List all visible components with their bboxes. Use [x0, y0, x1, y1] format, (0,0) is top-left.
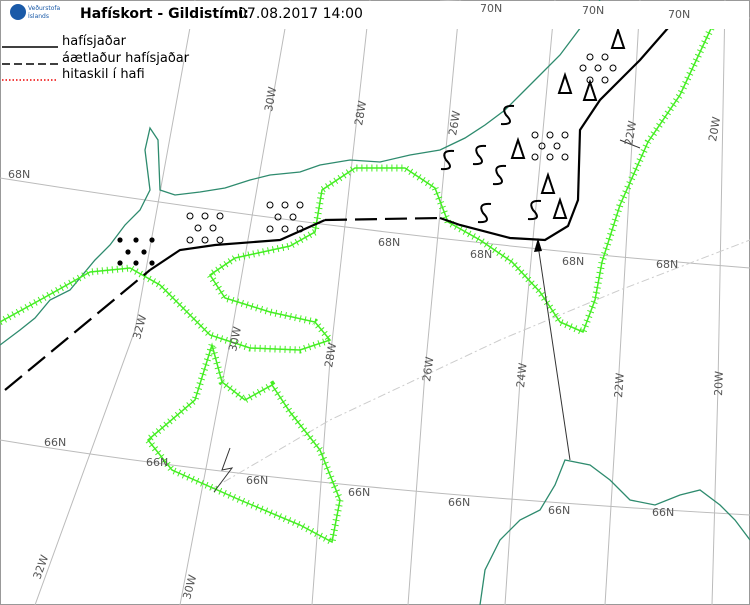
s-symbol: [527, 199, 542, 221]
filled-dot: [149, 260, 155, 266]
filled-dot: [125, 249, 131, 255]
open-circle: [531, 131, 539, 139]
ice-concentration-edge: [0, 18, 719, 548]
grid-label: 66N: [246, 474, 268, 487]
legend-label: hafísjaðar: [62, 34, 127, 49]
grid-label: 66N: [44, 436, 66, 449]
open-circle: [553, 142, 561, 150]
open-circle: [531, 153, 539, 161]
open-circle: [274, 213, 282, 221]
open-circle: [201, 236, 209, 244]
header: Veðurstofa Íslands Hafískort - Gildistím…: [1, 1, 749, 29]
grid-label: 26W: [420, 356, 436, 383]
open-circle: [579, 64, 587, 72]
grid-label: 68N: [8, 168, 30, 181]
open-circle: [289, 213, 297, 221]
grid-label: 68N: [470, 248, 492, 261]
grid-label: 66N: [348, 486, 370, 499]
legend-label: áætlaður hafísjaðar: [62, 51, 190, 66]
open-circle: [216, 236, 224, 244]
s-symbol: [500, 104, 515, 126]
open-circle: [586, 53, 594, 61]
grid-label: 70N: [480, 2, 502, 15]
open-circle: [266, 225, 274, 233]
grid-label: 22W: [612, 372, 627, 398]
grid-label: 66N: [652, 506, 674, 519]
filled-dot: [117, 237, 123, 243]
logo-text: Veðurstofa: [28, 5, 61, 12]
open-circle: [186, 236, 194, 244]
grid-label: 26W: [446, 110, 463, 137]
header-bg: [1, 1, 749, 29]
title: Hafískort - Gildistími:: [80, 6, 249, 22]
open-circle: [296, 201, 304, 209]
grid-label: 66N: [146, 456, 168, 469]
grid-label: 28W: [322, 342, 339, 369]
grid-label: 30W: [262, 86, 279, 113]
grid-label: 30W: [226, 325, 244, 352]
open-circle: [266, 201, 274, 209]
grid-label: 20W: [712, 371, 726, 396]
triangle: [610, 26, 626, 49]
open-circle: [538, 142, 546, 150]
triangle: [552, 196, 568, 219]
logo-text: Íslands: [28, 13, 49, 20]
s-symbol: [492, 164, 507, 186]
open-circle: [601, 53, 609, 61]
open-circle: [609, 64, 617, 72]
filled-dot: [141, 249, 147, 255]
open-circle: [186, 212, 194, 220]
grid-label: 28W: [352, 100, 369, 127]
logo-icon: [10, 4, 26, 20]
open-circle: [281, 225, 289, 233]
grid-label: 20W: [706, 116, 723, 143]
grid-label: 66N: [548, 504, 570, 517]
valid-time: 07.08.2017 14:00: [238, 6, 363, 22]
grid-label: 66N: [448, 496, 470, 509]
legend: hafísjaðar áætlaður hafísjaðar hitaskil …: [2, 34, 190, 82]
grid-label: 24W: [514, 362, 530, 388]
filled-dot: [149, 237, 155, 243]
open-circle: [594, 64, 602, 72]
triangle: [510, 136, 526, 159]
open-circle: [561, 153, 569, 161]
grid-label: 32W: [130, 313, 149, 341]
triangle: [540, 171, 556, 194]
grid-label: 68N: [656, 258, 678, 271]
legend-label: hitaskil í hafi: [62, 67, 145, 82]
grid-label: 70N: [582, 4, 604, 17]
grid-labels: 70N 70N 70N 68N 68N 68N 68N 68N 66N 66N 66N 66N 66N 6…: [8, 2, 726, 601]
open-circle: [209, 224, 217, 232]
open-circle: [601, 76, 609, 84]
triangle: [582, 78, 598, 101]
open-circle: [201, 212, 209, 220]
ice-symbols: [117, 26, 626, 266]
grid-label: 68N: [562, 255, 584, 268]
open-circle: [561, 131, 569, 139]
open-circle: [281, 201, 289, 209]
s-symbol: [477, 202, 492, 224]
s-symbol: [440, 149, 455, 171]
ice-edge: [4, 19, 676, 391]
triangle: [557, 71, 573, 94]
open-circle: [546, 131, 554, 139]
filled-dot: [133, 237, 139, 243]
open-circle: [194, 224, 202, 232]
grid-label: 68N: [378, 236, 400, 249]
open-circle: [546, 153, 554, 161]
drift-arrow: [213, 139, 641, 493]
filled-dot: [117, 260, 123, 266]
grid-label: 30W: [180, 573, 199, 601]
filled-dot: [133, 260, 139, 266]
open-circle: [296, 225, 304, 233]
open-circle: [216, 212, 224, 220]
grid-label: 70N: [668, 8, 690, 21]
s-symbol: [472, 144, 487, 166]
grid-label: 22W: [622, 120, 639, 147]
